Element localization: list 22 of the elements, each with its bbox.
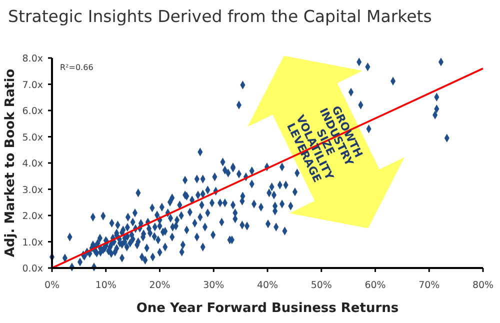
x-tick-label: 10% [95, 280, 116, 291]
y-tick-label: 8.0x [22, 54, 44, 64]
x-tick-label: 0% [44, 280, 60, 291]
y-tick-label: 2.0x [22, 211, 44, 222]
y-tick-label: 1.0x [22, 237, 44, 248]
x-tick-label: 20% [149, 280, 170, 291]
x-tick-label: 70% [418, 280, 440, 291]
x-tick-label: 40% [256, 280, 278, 291]
y-axis-title: Adj. Market to Book Ratio [3, 68, 18, 258]
annotation: R²=0.66 [60, 63, 94, 72]
y-tick-label: 0.0x [22, 264, 44, 274]
y-tick-label: 5.0x [22, 132, 44, 144]
x-tick-label: 60% [364, 280, 386, 291]
chart-title: Strategic Insights Derived from the Capital Markets [8, 7, 432, 26]
x-tick-label: 30% [203, 280, 224, 291]
y-tick-label: 7.0x [22, 80, 44, 91]
y-tick-label: 4.0x [22, 158, 44, 170]
x-tick-label: 80% [472, 280, 494, 291]
y-tick-label: 6.0x [22, 106, 44, 117]
x-axis-title: One Year Forward Business Returns [136, 301, 399, 316]
y-tick-label: 3.0x [22, 184, 44, 196]
x-tick-label: 50% [310, 280, 332, 291]
